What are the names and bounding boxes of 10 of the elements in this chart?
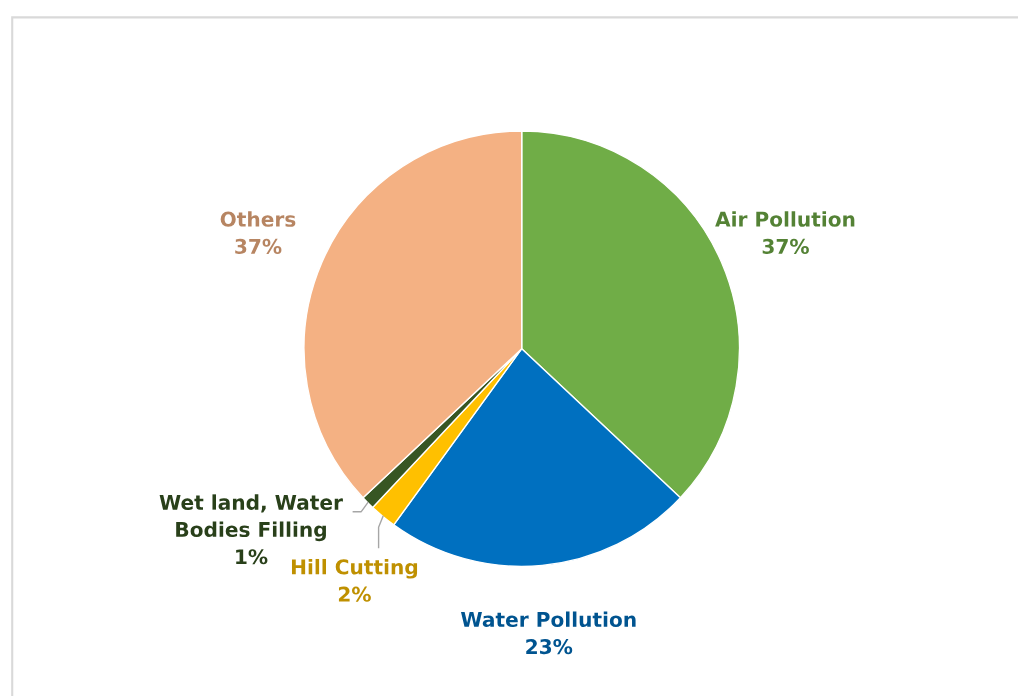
slice-label: Others <box>220 211 296 227</box>
slice-label: Air Pollution <box>715 211 855 227</box>
data-label: 2% <box>338 586 371 602</box>
slice-label: Wet land, Water Bodies Filling <box>159 494 343 542</box>
slice-label: Hill Cutting <box>291 558 418 579</box>
data-label: 23% <box>526 638 573 655</box>
data-label: 37% <box>762 238 809 254</box>
slice-label: Water Pollution <box>461 611 636 628</box>
data-label: 1% <box>236 549 268 565</box>
data-label: 37% <box>235 238 282 254</box>
